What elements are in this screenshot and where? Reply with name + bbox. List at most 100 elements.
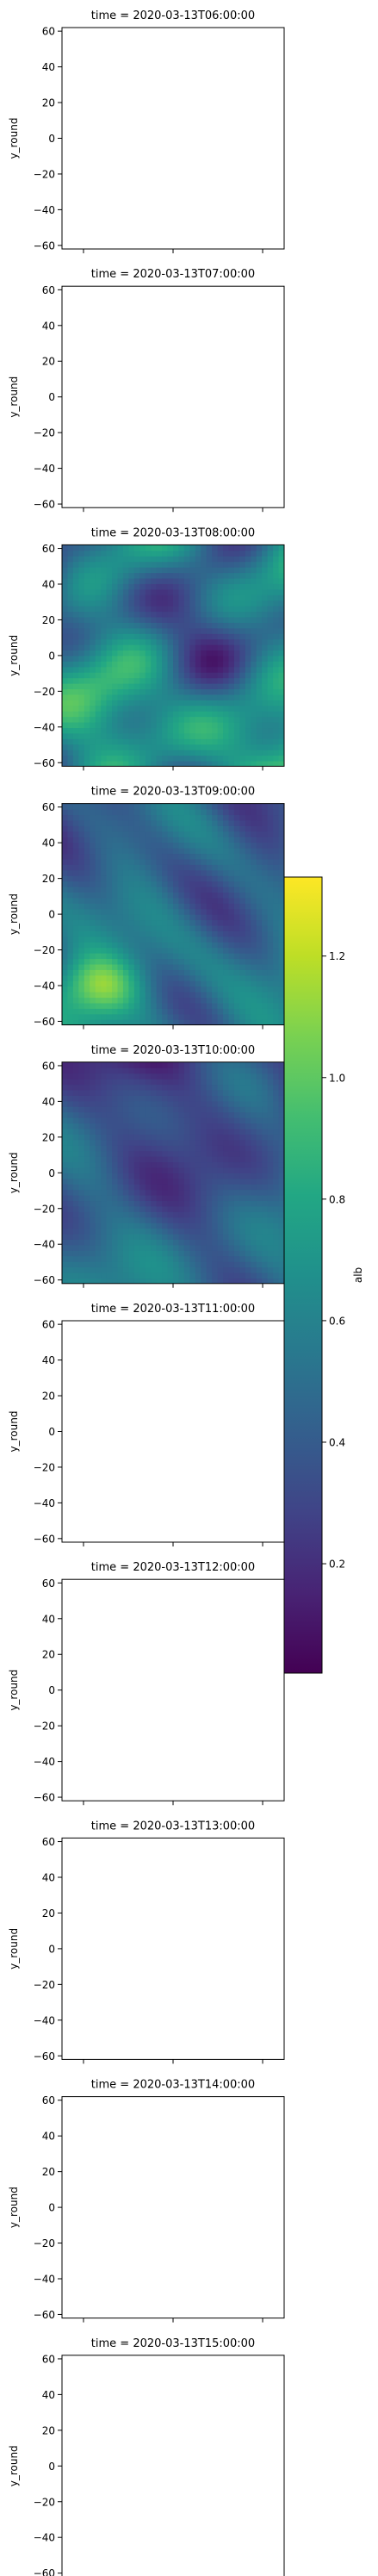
heatmap-cell: [228, 1228, 235, 1235]
heatmap-cell: [78, 842, 85, 849]
heatmap-cell: [233, 588, 240, 595]
panel-title: time = 2020-03-13T09:00:00: [91, 786, 255, 799]
heatmap-cell: [273, 897, 280, 904]
heatmap-cell: [112, 588, 119, 595]
heatmap-cell: [122, 880, 129, 887]
heatmap-cell: [151, 1255, 158, 1262]
heatmap-cell: [201, 1156, 208, 1163]
heatmap-cell: [112, 903, 119, 910]
heatmap-cell: [217, 672, 224, 679]
heatmap-cell: [122, 1278, 129, 1284]
heatmap-cell: [162, 661, 169, 668]
heatmap-cell: [62, 1013, 69, 1020]
heatmap-cell: [217, 864, 224, 871]
heatmap-cell: [167, 750, 174, 756]
heatmap-cell: [90, 1205, 96, 1212]
heatmap-cell: [62, 875, 69, 882]
heatmap-cell: [228, 594, 235, 601]
heatmap-cell: [90, 561, 96, 568]
heatmap-cell: [139, 869, 146, 876]
heatmap-cell: [228, 997, 235, 1004]
heatmap-cell: [78, 666, 85, 673]
heatmap-cell: [101, 1167, 108, 1173]
heatmap-cell: [273, 958, 280, 965]
heatmap-cell: [162, 853, 169, 860]
heatmap-cell: [72, 1216, 79, 1223]
heatmap-cell: [251, 1067, 257, 1074]
heatmap-cell: [122, 809, 129, 816]
heatmap-cell: [145, 705, 152, 712]
heatmap-cell: [189, 1216, 196, 1223]
heatmap-cell: [267, 803, 274, 810]
heatmap-cell: [112, 744, 119, 750]
heatmap-cell: [90, 986, 96, 992]
heatmap-cell: [239, 886, 246, 893]
heatmap-cell: [139, 953, 146, 960]
heatmap-cell: [206, 809, 213, 816]
y-axis-label: y_round: [8, 376, 20, 418]
heatmap-cell: [112, 688, 119, 695]
heatmap-cell: [262, 672, 269, 679]
heatmap-cell: [262, 1061, 269, 1068]
heatmap-cell: [133, 864, 140, 871]
heatmap-cell: [167, 825, 174, 832]
heatmap-cell: [62, 644, 69, 651]
heatmap-cell: [189, 616, 196, 623]
heatmap-cell: [245, 1008, 251, 1015]
heatmap-cell: [267, 869, 274, 876]
heatmap-cell: [273, 627, 280, 634]
heatmap-cell: [233, 969, 240, 976]
heatmap-cell: [217, 711, 224, 718]
heatmap-cell: [245, 974, 251, 981]
heatmap-cell: [278, 544, 284, 551]
heatmap-cell: [78, 755, 85, 762]
heatmap-cell: [117, 577, 124, 584]
heatmap-cell: [201, 1134, 208, 1141]
heatmap-cell: [223, 627, 230, 634]
heatmap-cell: [62, 930, 69, 937]
heatmap-cell: [267, 875, 274, 882]
heatmap-cell: [178, 919, 185, 926]
heatmap-cell: [95, 1117, 102, 1124]
heatmap-cell: [173, 897, 180, 904]
heatmap-cell: [239, 1106, 246, 1113]
heatmap-cell: [101, 809, 108, 816]
heatmap-cell: [233, 583, 240, 590]
heatmap-cell: [106, 1117, 113, 1124]
heatmap-cell: [173, 831, 180, 837]
heatmap-cell: [245, 819, 251, 826]
heatmap-cell: [112, 727, 119, 734]
heatmap-cell: [101, 853, 108, 860]
heatmap-cell: [112, 1278, 119, 1284]
heatmap-cell: [217, 1134, 224, 1141]
heatmap-cell: [145, 930, 152, 937]
heatmap-cell: [72, 814, 79, 821]
heatmap-cell: [278, 594, 284, 601]
heatmap-cell: [233, 677, 240, 684]
heatmap-cell: [133, 1145, 140, 1152]
heatmap-cell: [195, 864, 201, 871]
heatmap-cell: [84, 1261, 90, 1268]
heatmap-cell: [90, 1079, 96, 1086]
heatmap-cell: [145, 1079, 152, 1086]
heatmap-cell: [62, 953, 69, 960]
heatmap-cell: [273, 875, 280, 882]
heatmap-cell: [156, 616, 163, 623]
heatmap-cell: [273, 600, 280, 607]
heatmap-cell: [90, 825, 96, 832]
heatmap-cell: [217, 1089, 224, 1096]
heatmap-cell: [117, 803, 124, 810]
heatmap-cell: [256, 837, 263, 843]
heatmap-cell: [239, 1244, 246, 1251]
heatmap-cell: [256, 1244, 263, 1251]
heatmap-cell: [267, 655, 274, 662]
heatmap-cell: [128, 1216, 135, 1223]
heatmap-cell: [84, 1228, 90, 1235]
heatmap-cell: [245, 997, 251, 1004]
heatmap-cell: [183, 1100, 190, 1107]
heatmap-cell: [72, 600, 79, 607]
heatmap-cell: [101, 842, 108, 849]
heatmap-cell: [223, 1100, 230, 1107]
heatmap-cell: [167, 853, 174, 860]
heatmap-cell: [251, 1156, 257, 1163]
